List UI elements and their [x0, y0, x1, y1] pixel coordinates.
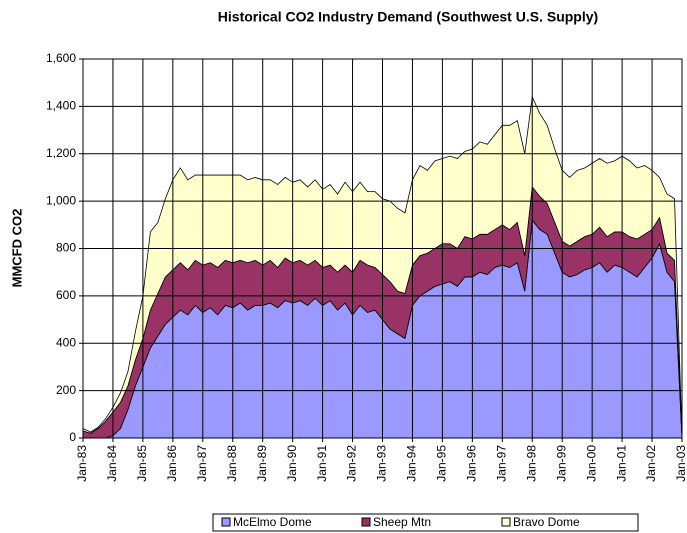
legend-label: McElmo Dome [233, 515, 312, 529]
x-tick-label: Jan-84 [105, 445, 119, 482]
x-tick-label: Jan-88 [225, 445, 239, 482]
y-tick-label: 1,200 [46, 146, 76, 160]
x-tick-label: Jan-83 [75, 445, 89, 482]
x-tick-label: Jan-99 [554, 445, 568, 482]
x-tick-label: Jan-90 [285, 445, 299, 482]
plot-area [82, 58, 683, 439]
x-tick-label: Jan-96 [465, 445, 479, 482]
legend: McElmo Dome Sheep Mtn Bravo Dome [212, 513, 639, 532]
x-tick-label: Jan-95 [435, 445, 449, 482]
legend-swatch [361, 517, 371, 527]
y-tick-label: 200 [56, 383, 76, 397]
x-tick-label: Jan-91 [315, 445, 329, 482]
x-tick-label: Jan-92 [345, 445, 359, 482]
plot-border [82, 58, 683, 439]
x-tick-label: Jan-86 [165, 445, 179, 482]
legend-swatch [501, 517, 511, 527]
legend-swatch [221, 517, 231, 527]
x-tick-label: Jan-93 [375, 445, 389, 482]
y-axis-label: MMCFD CO2 [9, 209, 24, 288]
x-tick-label: Jan-98 [524, 445, 538, 482]
y-tick-label: 0 [69, 430, 76, 444]
y-tick-label: 600 [56, 288, 76, 302]
x-tick-label: Jan-00 [584, 445, 598, 482]
y-tick-label: 1,400 [46, 99, 76, 113]
y-tick-label: 1,000 [46, 193, 76, 207]
x-tick-label: Jan-03 [674, 445, 687, 482]
legend-box [212, 513, 639, 532]
chart-title: Historical CO2 Industry Demand (Southwes… [218, 9, 598, 25]
x-tick-label: Jan-89 [255, 445, 269, 482]
y-tick-label: 400 [56, 335, 76, 349]
y-tick-label: 800 [56, 241, 76, 255]
legend-label: Bravo Dome [513, 515, 580, 529]
x-tick-label: Jan-94 [405, 445, 419, 482]
y-tick-label: 1,600 [46, 51, 76, 65]
x-tick-label: Jan-85 [135, 445, 149, 482]
x-tick-label: Jan-87 [195, 445, 209, 482]
x-tick-label: Jan-02 [644, 445, 658, 482]
x-tick-label: Jan-01 [614, 445, 628, 482]
legend-label: Sheep Mtn [373, 515, 431, 529]
x-tick-label: Jan-97 [494, 445, 508, 482]
